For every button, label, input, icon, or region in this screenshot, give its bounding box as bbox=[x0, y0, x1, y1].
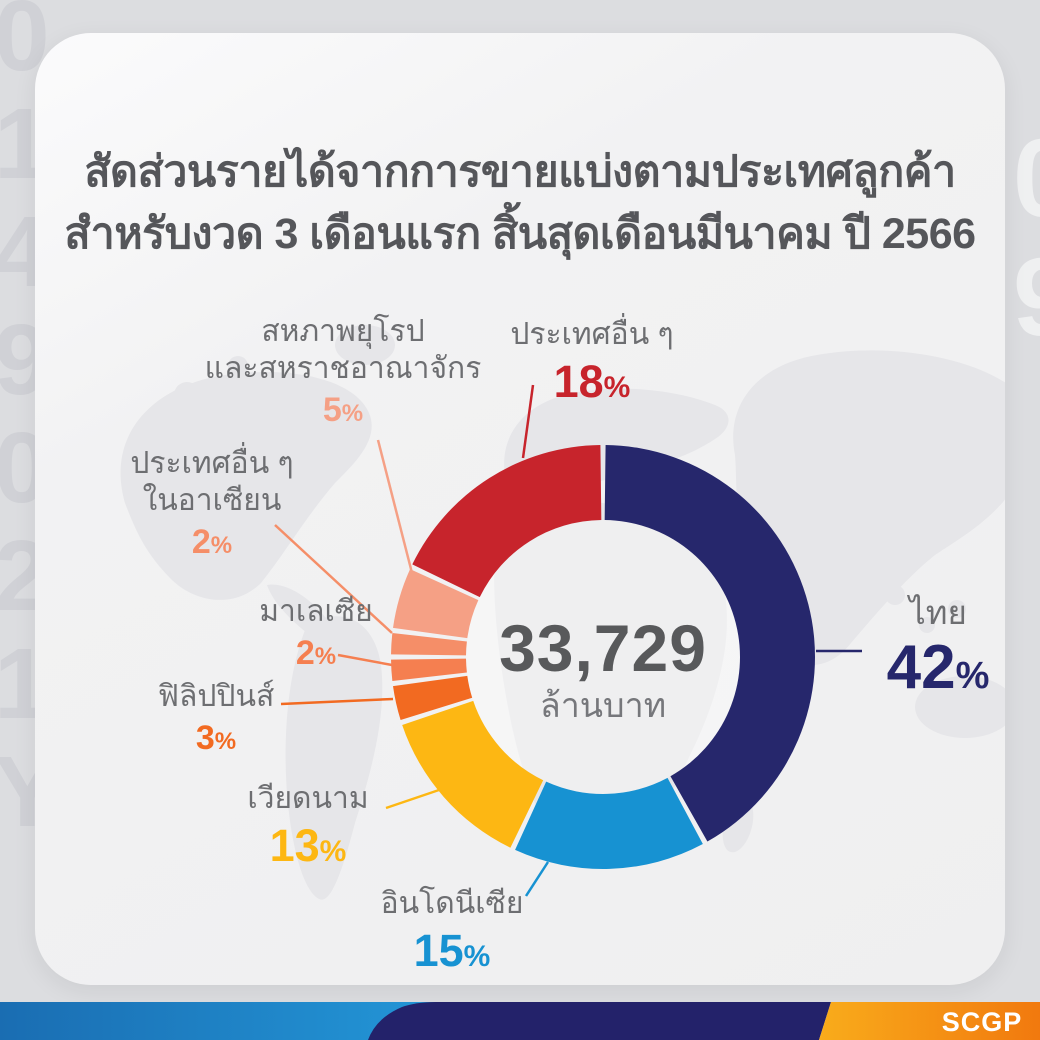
scgp-logo: SCGP bbox=[942, 1007, 1023, 1037]
label-indonesia-pct: 15% bbox=[413, 925, 491, 976]
donut-segment-malaysia bbox=[391, 658, 467, 681]
leader-line-indonesia bbox=[524, 861, 550, 897]
label-philippines: ฟิลิปปินส์ 3% bbox=[158, 678, 275, 755]
label-eu-uk-name-1: สหภาพยุโรป bbox=[261, 315, 425, 348]
label-other-asean-name-2: ในอาเซียน bbox=[142, 484, 282, 517]
chart-center-total: 33,729 ล้านบาท bbox=[443, 615, 763, 723]
leader-lines bbox=[274, 384, 862, 897]
donut-chart bbox=[120, 325, 1005, 900]
label-thailand-name: ไทย bbox=[909, 594, 967, 631]
title-line-2: สำหรับงวด 3 เดือนแรก สิ้นสุดเดือนมีนาคม … bbox=[64, 210, 976, 258]
leader-line-other_asean bbox=[274, 524, 393, 634]
label-thailand-pct: 42% bbox=[886, 633, 990, 702]
donut-segment-others bbox=[412, 445, 602, 598]
label-others-pct: 18% bbox=[553, 356, 631, 407]
label-vietnam-name: เวียดนาม bbox=[247, 782, 369, 815]
label-philippines-name: ฟิลิปปินส์ bbox=[157, 680, 275, 713]
donut-segment-thailand bbox=[604, 445, 815, 842]
background-digits-right: 0 9 bbox=[1013, 119, 1040, 358]
footer-brand-bar: SCGP bbox=[0, 1002, 1040, 1040]
infographic-card: สัดส่วนรายได้จากการขายแบ่งตามประเทศลูกค้… bbox=[35, 33, 1005, 985]
label-other-asean-name-1: ประเทศอื่น ๆ bbox=[130, 447, 294, 480]
leader-line-eu_uk bbox=[376, 439, 414, 574]
donut-segment-eu_uk bbox=[393, 569, 479, 639]
leader-line-vietnam bbox=[385, 788, 440, 810]
leader-line-philippines bbox=[280, 697, 394, 706]
label-eu-uk-pct: 5% bbox=[322, 391, 364, 429]
donut-segment-philippines bbox=[393, 675, 473, 721]
label-philippines-pct: 3% bbox=[195, 719, 237, 757]
total-revenue-unit: ล้านบาท bbox=[539, 687, 667, 725]
label-malaysia-pct: 2% bbox=[295, 634, 337, 672]
world-map-background bbox=[120, 325, 1005, 900]
total-revenue-value: 33,729 bbox=[499, 611, 707, 685]
label-vietnam: เวียดนาม 13% bbox=[247, 780, 368, 868]
label-indonesia-name: อินโดนีเซีย bbox=[380, 887, 524, 920]
label-other-asean: ประเทศอื่น ๆ ในอาเซียน 2% bbox=[130, 445, 293, 559]
leader-line-malaysia bbox=[337, 653, 393, 667]
donut-hole bbox=[466, 520, 740, 794]
donut-segment-other_asean bbox=[391, 633, 467, 656]
label-others: ประเทศอื่น ๆ 18% bbox=[510, 316, 673, 404]
label-eu-uk: สหภาพยุโรป และสหราชอาณาจักร 5% bbox=[205, 313, 482, 427]
label-eu-uk-name-2: และสหราชอาณาจักร bbox=[204, 352, 482, 385]
label-indonesia: อินโดนีเซีย 15% bbox=[381, 885, 524, 973]
footer-stripe-orange bbox=[819, 1002, 1040, 1040]
title-line-1: สัดส่วนรายได้จากการขายแบ่งตามประเทศลูกค้… bbox=[84, 148, 956, 196]
label-malaysia-name: มาเลเซีย bbox=[259, 595, 373, 628]
page-title: สัดส่วนรายได้จากการขายแบ่งตามประเทศลูกค้… bbox=[35, 141, 1005, 265]
label-other-asean-pct: 2% bbox=[191, 523, 233, 561]
footer-stripe-navy bbox=[368, 1002, 831, 1040]
label-others-name: ประเทศอื่น ๆ bbox=[510, 318, 674, 351]
donut-segments bbox=[391, 445, 815, 869]
label-vietnam-pct: 13% bbox=[269, 820, 347, 871]
donut-segment-indonesia bbox=[515, 777, 703, 869]
donut-segment-vietnam bbox=[402, 700, 544, 848]
leader-line-others bbox=[521, 384, 535, 459]
label-malaysia: มาเลเซีย 2% bbox=[259, 593, 372, 670]
label-thailand: ไทย 42% bbox=[887, 594, 990, 699]
